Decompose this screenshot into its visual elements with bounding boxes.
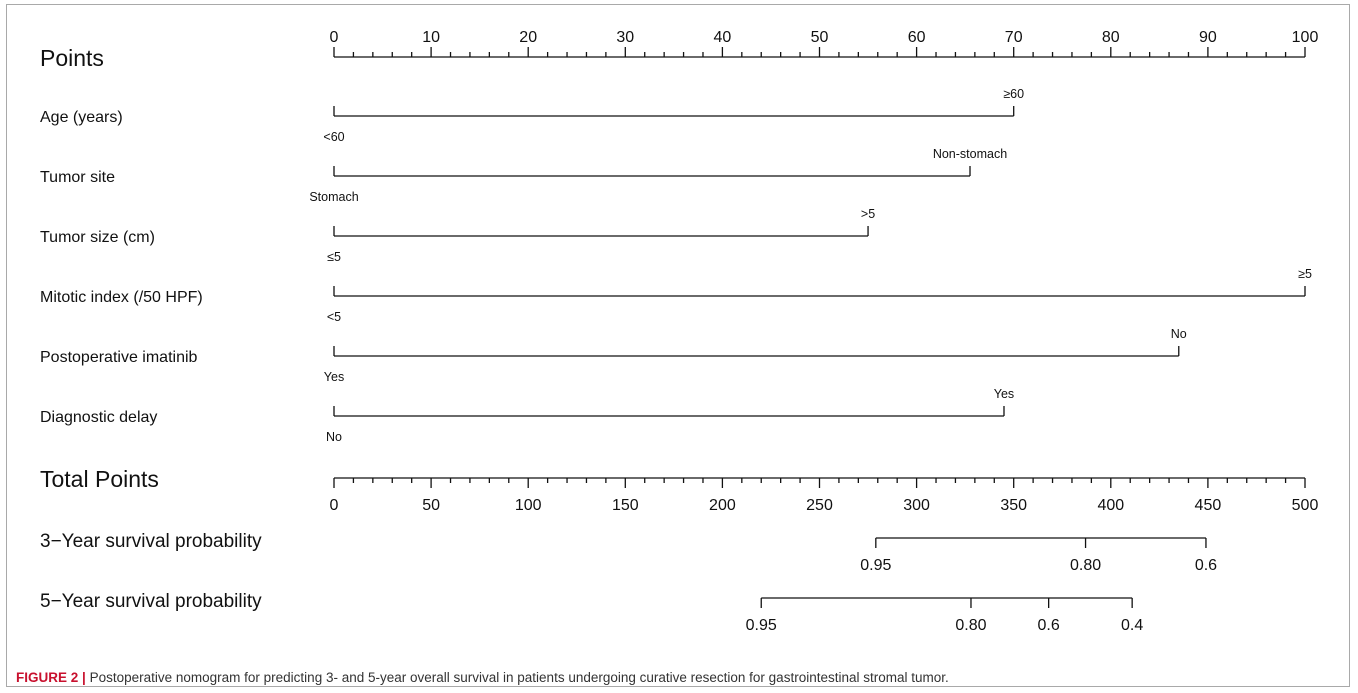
variable-label: Mitotic index (/50 HPF): [40, 289, 203, 306]
caption-separator: |: [82, 670, 86, 685]
points-tick-label: 50: [811, 29, 829, 46]
survival-scale-tick-label: 0.80: [1070, 557, 1101, 574]
total-points-tick-label: 500: [1292, 497, 1319, 514]
total-points-tick-label: 150: [612, 497, 639, 514]
variable-label: Tumor site: [40, 169, 115, 186]
survival-scale-tick-label: 0.95: [860, 557, 891, 574]
variable-level-label: Yes: [324, 370, 344, 384]
points-tick-label: 40: [714, 29, 732, 46]
variable-label: Diagnostic delay: [40, 409, 157, 426]
points-axis-title: Points: [40, 45, 104, 71]
total-points-tick-label: 0: [330, 497, 339, 514]
total-points-tick-label: 400: [1097, 497, 1124, 514]
points-tick-label: 70: [1005, 29, 1023, 46]
total-points-tick-label: 250: [806, 497, 833, 514]
variable-level-label: >5: [861, 207, 875, 221]
total-points-axis-title: Total Points: [40, 466, 159, 492]
variable-level-label: Stomach: [309, 190, 358, 204]
figure-label: FIGURE 2: [16, 670, 79, 685]
total-points-tick-label: 200: [709, 497, 736, 514]
variable-level-label: No: [1171, 327, 1187, 341]
variable-level-label: ≥5: [1298, 267, 1312, 281]
variable-label: Age (years): [40, 109, 123, 126]
variable-level-label: ≥60: [1003, 87, 1024, 101]
total-points-tick-label: 50: [422, 497, 440, 514]
figure-caption: FIGURE 2 | Postoperative nomogram for pr…: [16, 670, 1346, 686]
survival-scale-label: 5−Year survival probability: [40, 591, 262, 612]
figure-frame: [6, 4, 1350, 687]
survival-scale-tick-label: 0.4: [1121, 617, 1143, 634]
total-points-tick-label: 450: [1195, 497, 1222, 514]
points-tick-label: 100: [1292, 29, 1319, 46]
variable-level-label: No: [326, 430, 342, 444]
variable-level-label: <60: [323, 130, 344, 144]
survival-scale-tick-label: 0.80: [955, 617, 986, 634]
points-tick-label: 0: [330, 29, 339, 46]
variable-label: Tumor size (cm): [40, 229, 155, 246]
variable-label: Postoperative imatinib: [40, 349, 198, 366]
points-tick-label: 90: [1199, 29, 1217, 46]
points-tick-label: 30: [616, 29, 634, 46]
survival-scale-tick-label: 0.6: [1195, 557, 1217, 574]
caption-text: Postoperative nomogram for predicting 3-…: [89, 670, 949, 685]
total-points-tick-label: 100: [515, 497, 542, 514]
variable-level-label: Non-stomach: [933, 147, 1007, 161]
total-points-tick-label: 350: [1000, 497, 1027, 514]
variable-level-label: ≤5: [327, 250, 341, 264]
points-tick-label: 20: [519, 29, 537, 46]
survival-scale-label: 3−Year survival probability: [40, 531, 262, 552]
points-tick-label: 80: [1102, 29, 1120, 46]
survival-scale-tick-label: 0.95: [746, 617, 777, 634]
variable-level-label: Yes: [994, 387, 1014, 401]
variable-level-label: <5: [327, 310, 341, 324]
points-tick-label: 10: [422, 29, 440, 46]
points-tick-label: 60: [908, 29, 926, 46]
survival-scale-tick-label: 0.6: [1038, 617, 1060, 634]
total-points-tick-label: 300: [903, 497, 930, 514]
